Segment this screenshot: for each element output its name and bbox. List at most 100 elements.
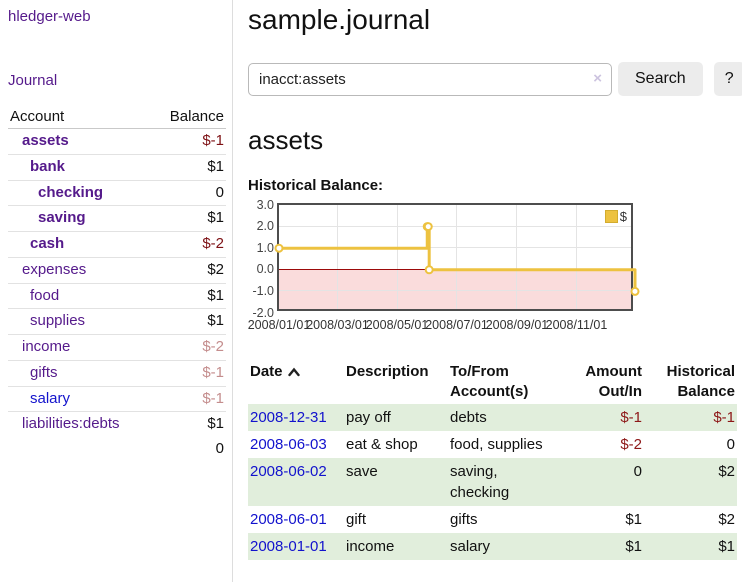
account-balance: $-1 <box>117 385 226 412</box>
y-tick-label: 3.0 <box>256 197 274 212</box>
sidebar-item-journal[interactable]: Journal <box>8 72 58 89</box>
account-balance: $-1 <box>202 132 224 149</box>
transaction-accounts: debts <box>450 409 487 426</box>
y-tick-label: -2.0 <box>252 305 274 320</box>
register-row: 2008-06-01 gift gifts $1 $2 <box>248 506 737 533</box>
transaction-amount: $-1 <box>620 409 642 426</box>
account-link[interactable]: supplies <box>30 312 86 330</box>
gridline <box>575 204 577 309</box>
help-button[interactable]: ? <box>713 62 742 96</box>
account-balance: $-1 <box>117 359 226 386</box>
transaction-description: gift <box>346 511 367 528</box>
register-col-date[interactable]: Date <box>248 360 346 405</box>
register-row: 2008-01-01 income salary $1 $1 <box>248 533 737 560</box>
legend-swatch-icon <box>604 209 618 223</box>
accounts-header-row: Account Balance <box>8 105 226 129</box>
transaction-amount: 0 <box>633 463 642 480</box>
account-link[interactable]: income <box>22 338 71 355</box>
x-tick-label: 2008/03/01 <box>306 317 369 332</box>
transaction-date-link[interactable]: 2008-06-03 <box>250 436 327 453</box>
account-row: bank $1 <box>8 153 226 180</box>
account-row: saving $1 <box>8 205 226 232</box>
register-col-accounts: To/From Account(s) <box>450 362 529 400</box>
transaction-description: pay off <box>346 409 391 426</box>
accounts-total-value: 0 <box>215 440 224 457</box>
data-point <box>424 264 434 274</box>
main-content: sample.journal × Search ? assets Histori… <box>233 0 742 582</box>
transaction-amount: $1 <box>625 538 642 555</box>
gridline <box>337 204 339 309</box>
y-tick-label: 0.0 <box>256 262 274 277</box>
search-button[interactable]: Search <box>618 62 703 96</box>
account-balance: $2 <box>117 256 226 283</box>
register-row: 2008-12-31 pay off debts $-1 $-1 <box>248 404 737 431</box>
account-row: checking 0 <box>8 179 226 206</box>
data-point <box>423 221 433 231</box>
y-tick-label: -1.0 <box>252 283 274 298</box>
account-link[interactable]: gifts <box>30 363 58 381</box>
account-link[interactable]: salary <box>30 389 71 407</box>
account-row: gifts $-1 <box>8 359 226 386</box>
search-input[interactable] <box>248 62 612 96</box>
accounts-col-balance: Balance <box>117 105 226 129</box>
legend-label: $ <box>619 208 627 224</box>
data-point <box>274 243 284 253</box>
chart-x-axis: 2008/01/01 2008/03/01 2008/05/01 2008/07/01… <box>247 317 742 334</box>
account-balance: $1 <box>117 282 226 309</box>
clear-search-icon[interactable]: × <box>593 69 602 87</box>
account-link[interactable]: cash <box>30 235 65 252</box>
transaction-balance: $-1 <box>713 409 735 426</box>
x-tick-label: 2008/11/01 <box>545 317 608 332</box>
account-link[interactable]: bank <box>30 157 66 175</box>
x-tick-label: 2008/07/01 <box>425 317 488 332</box>
search-form: × Search ? <box>248 62 742 96</box>
account-link[interactable]: expenses <box>22 260 87 278</box>
transaction-description: income <box>346 538 395 555</box>
brand-link[interactable]: hledger-web <box>8 8 91 25</box>
account-link[interactable]: liabilities:debts <box>22 415 120 433</box>
register-row: 2008-06-02 save saving, checking 0 $2 <box>248 458 737 506</box>
transaction-date-link[interactable]: 2008-12-31 <box>250 409 327 426</box>
y-tick-label: 2.0 <box>256 219 274 234</box>
account-row: salary $-1 <box>8 385 226 412</box>
account-balance: $1 <box>117 153 226 180</box>
accounts-col-account: Account <box>8 105 117 129</box>
transaction-accounts: saving, checking <box>450 463 510 501</box>
transaction-date-link[interactable]: 2008-01-01 <box>250 538 327 555</box>
account-balance: $1 <box>117 308 226 335</box>
accounts-total-row: 0 <box>8 437 226 462</box>
transaction-description: eat & shop <box>346 436 418 453</box>
transaction-date-link[interactable]: 2008-06-01 <box>250 511 327 528</box>
account-balance: 0 <box>117 179 226 206</box>
register-col-description: Description <box>346 362 429 380</box>
transaction-date-link[interactable]: 2008-06-02 <box>250 463 327 480</box>
account-link[interactable]: saving <box>38 209 86 227</box>
register-table: Date Description To/From Account(s) Amou… <box>248 360 737 560</box>
transaction-balance: $1 <box>718 538 735 555</box>
account-link[interactable]: checking <box>38 183 104 201</box>
chart-legend: $ <box>603 208 628 224</box>
sort-ascending-icon <box>287 363 300 383</box>
transaction-balance: $2 <box>718 463 735 480</box>
account-title: assets <box>248 125 324 155</box>
gridline <box>396 204 398 309</box>
x-tick-label: 2008/01/01 <box>247 317 311 332</box>
account-balance: $-2 <box>117 334 226 361</box>
transaction-balance: $2 <box>718 511 735 528</box>
sidebar: hledger-web Journal Account Balance asse… <box>0 0 233 582</box>
page-title: sample.journal <box>248 4 431 35</box>
x-tick-label: 2008/09/01 <box>485 317 549 332</box>
x-tick-label: 2008/05/01 <box>365 317 429 332</box>
transaction-description: save <box>346 463 378 480</box>
account-row: supplies $1 <box>8 308 226 335</box>
accounts-table: Account Balance assets $-1 bank $1 checking 0… <box>8 105 226 462</box>
gridline <box>279 225 631 227</box>
transaction-accounts: gifts <box>450 511 478 528</box>
data-point <box>630 286 640 296</box>
register-row: 2008-06-03 eat & shop food, supplies $-2 0 <box>248 431 737 458</box>
account-link[interactable]: food <box>30 286 60 304</box>
account-row: cash $-2 <box>8 231 226 258</box>
transaction-balance: 0 <box>726 436 735 453</box>
account-link[interactable]: assets <box>22 132 69 149</box>
